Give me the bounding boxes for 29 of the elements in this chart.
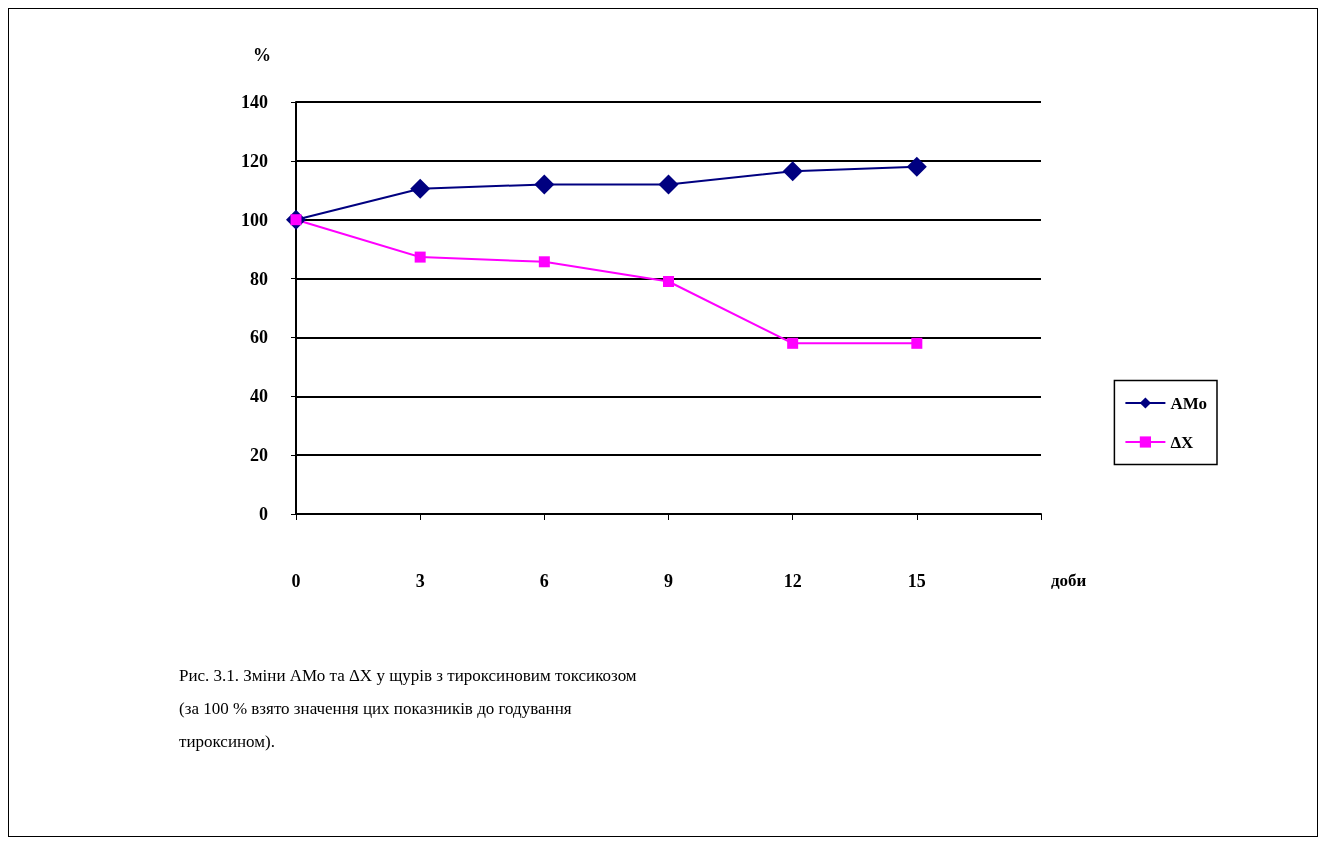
point [782, 161, 803, 182]
point [658, 174, 679, 195]
x-axis-title: доби [1051, 571, 1087, 590]
x-tick-label: 0 [291, 571, 301, 591]
point [414, 251, 426, 263]
text: Рис. 3.1. Зміни АМо та ΔX у щурів з тироксиновим токсикозом (за 100 % взято значення цих показників до годування тироксином). [179, 666, 637, 751]
point [906, 156, 927, 177]
point [538, 256, 550, 268]
point [410, 178, 431, 199]
point [534, 174, 555, 195]
point [787, 337, 799, 349]
legend-label: АМо [1170, 393, 1208, 413]
point [663, 276, 674, 288]
y-tick-label: 0 [259, 504, 268, 524]
y-tick-label: 120 [241, 150, 268, 171]
y-tick-label: 80 [250, 268, 268, 289]
x-tick-label: 3 [415, 571, 425, 591]
y-tick-label: 60 [250, 327, 268, 348]
y-tick-label: 20 [250, 445, 268, 466]
x-tick-label: 12 [783, 571, 802, 591]
x-tick-label: 15 [907, 571, 926, 591]
y-axis-title: % [253, 45, 271, 65]
y-tick-label: 40 [250, 386, 268, 407]
point [911, 337, 923, 349]
x-tick-label: 9 [664, 571, 673, 591]
x-tick-label: 6 [539, 571, 549, 591]
legend-label: ΔX [1170, 432, 1195, 452]
y-tick-label: 100 [241, 209, 268, 230]
y-tick-label: 140 [241, 92, 268, 112]
